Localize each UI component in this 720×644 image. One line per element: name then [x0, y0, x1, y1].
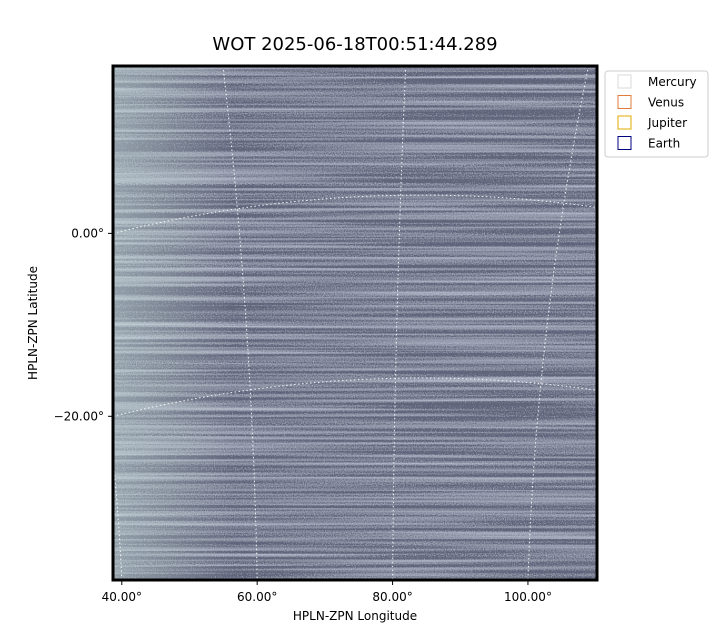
grid-line — [392, 65, 407, 581]
legend-label: Mercury — [648, 75, 697, 89]
grid-line — [39, 65, 123, 581]
legend-label: Venus — [648, 96, 684, 110]
legend-swatch — [617, 136, 632, 150]
image-glow — [113, 66, 597, 580]
legend-swatch — [617, 115, 632, 130]
y-tick-label: −20.00° — [54, 409, 104, 423]
legend-label: Jupiter — [647, 116, 687, 130]
legend-label: Earth — [648, 137, 680, 151]
x-tick-label: 60.00° — [237, 590, 277, 604]
legend-swatch — [617, 74, 632, 89]
chart-title: WOT 2025-06-18T00:51:44.289 — [212, 34, 497, 55]
legend: Mercury Venus Jupiter Earth — [604, 70, 709, 158]
x-axis-label: HPLN-ZPN Longitude — [293, 609, 417, 623]
grid-line — [527, 65, 589, 581]
legend-swatch — [617, 95, 632, 109]
frame — [111, 64, 599, 582]
grid-line — [112, 377, 598, 417]
x-tick-label: 40.00° — [102, 590, 142, 604]
y-axis-label: HPLN-ZPN Latitude — [26, 266, 40, 380]
legend-box — [604, 70, 709, 158]
x-tick-label: 80.00° — [372, 590, 412, 604]
grid-line — [112, 194, 598, 234]
y-tick-label: 0.00° — [71, 226, 104, 240]
grid-line — [222, 65, 258, 581]
x-tick-label: 100.00° — [504, 590, 552, 604]
image — [113, 66, 597, 580]
